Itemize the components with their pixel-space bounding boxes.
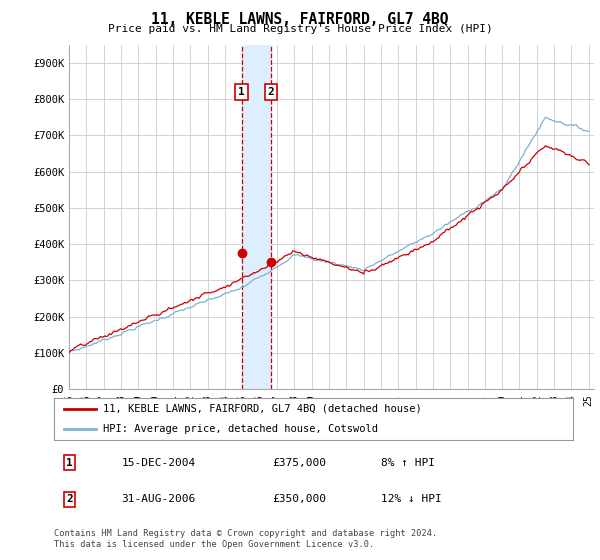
Text: 1: 1 <box>238 87 245 97</box>
Text: 2: 2 <box>268 87 274 97</box>
Text: 15-DEC-2004: 15-DEC-2004 <box>121 458 196 468</box>
Text: 11, KEBLE LAWNS, FAIRFORD, GL7 4BQ: 11, KEBLE LAWNS, FAIRFORD, GL7 4BQ <box>151 12 449 27</box>
Text: HPI: Average price, detached house, Cotswold: HPI: Average price, detached house, Cots… <box>103 424 379 434</box>
Text: £350,000: £350,000 <box>272 494 326 504</box>
Text: 31-AUG-2006: 31-AUG-2006 <box>121 494 196 504</box>
Text: 11, KEBLE LAWNS, FAIRFORD, GL7 4BQ (detached house): 11, KEBLE LAWNS, FAIRFORD, GL7 4BQ (deta… <box>103 404 422 414</box>
Text: 12% ↓ HPI: 12% ↓ HPI <box>381 494 442 504</box>
Text: 8% ↑ HPI: 8% ↑ HPI <box>381 458 435 468</box>
Text: 1: 1 <box>66 458 73 468</box>
Text: 2: 2 <box>66 494 73 504</box>
Text: Contains HM Land Registry data © Crown copyright and database right 2024.
This d: Contains HM Land Registry data © Crown c… <box>54 529 437 549</box>
Bar <box>242 45 271 389</box>
Text: £375,000: £375,000 <box>272 458 326 468</box>
Text: Price paid vs. HM Land Registry's House Price Index (HPI): Price paid vs. HM Land Registry's House … <box>107 24 493 34</box>
